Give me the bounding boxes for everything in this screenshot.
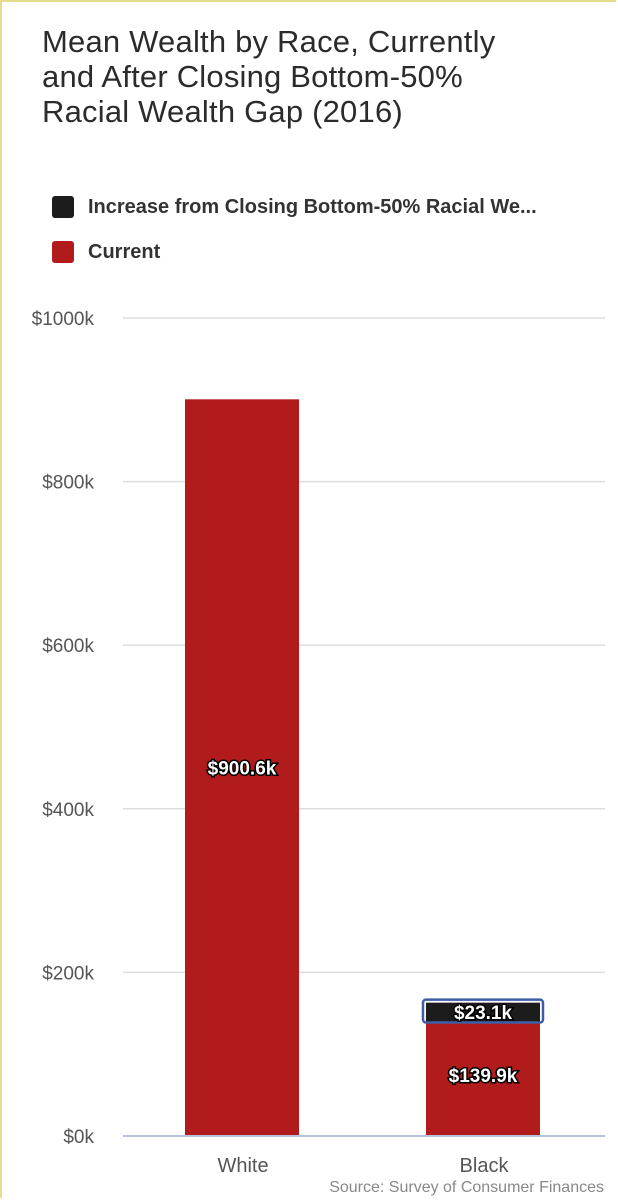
data-label-increase: $23.1k [454, 1003, 513, 1024]
legend: Increase from Closing Bottom-50% Racial … [52, 194, 537, 284]
y-tick-label: $400k [42, 800, 94, 821]
x-tick-label: Black [460, 1155, 510, 1177]
legend-item-increase[interactable]: Increase from Closing Bottom-50% Racial … [52, 194, 537, 220]
y-tick-label: $600k [42, 636, 94, 657]
y-tick-label: $200k [42, 963, 94, 984]
y-tick-label: $1000k [32, 309, 95, 330]
source-note: Source: Survey of Consumer Finances [329, 1179, 604, 1196]
legend-swatch-increase [52, 196, 74, 218]
bar-current [426, 1021, 540, 1136]
bar-increase [426, 1002, 540, 1022]
legend-label-increase: Increase from Closing Bottom-50% Racial … [88, 195, 537, 218]
y-tick-label: $0k [63, 1127, 94, 1148]
x-tick-label: White [217, 1155, 268, 1177]
legend-swatch-current [52, 241, 74, 263]
legend-label-current: Current [88, 240, 161, 263]
data-label-current: $139.9k [449, 1066, 518, 1087]
data-label-current: $900.6k [208, 759, 277, 780]
bar-current [185, 399, 299, 1136]
bar-selection-outline [421, 998, 545, 1024]
legend-item-current[interactable]: Current [52, 239, 537, 265]
chart-title: Mean Wealth by Race, Currently and After… [42, 24, 496, 129]
y-tick-label: $800k [42, 473, 94, 494]
